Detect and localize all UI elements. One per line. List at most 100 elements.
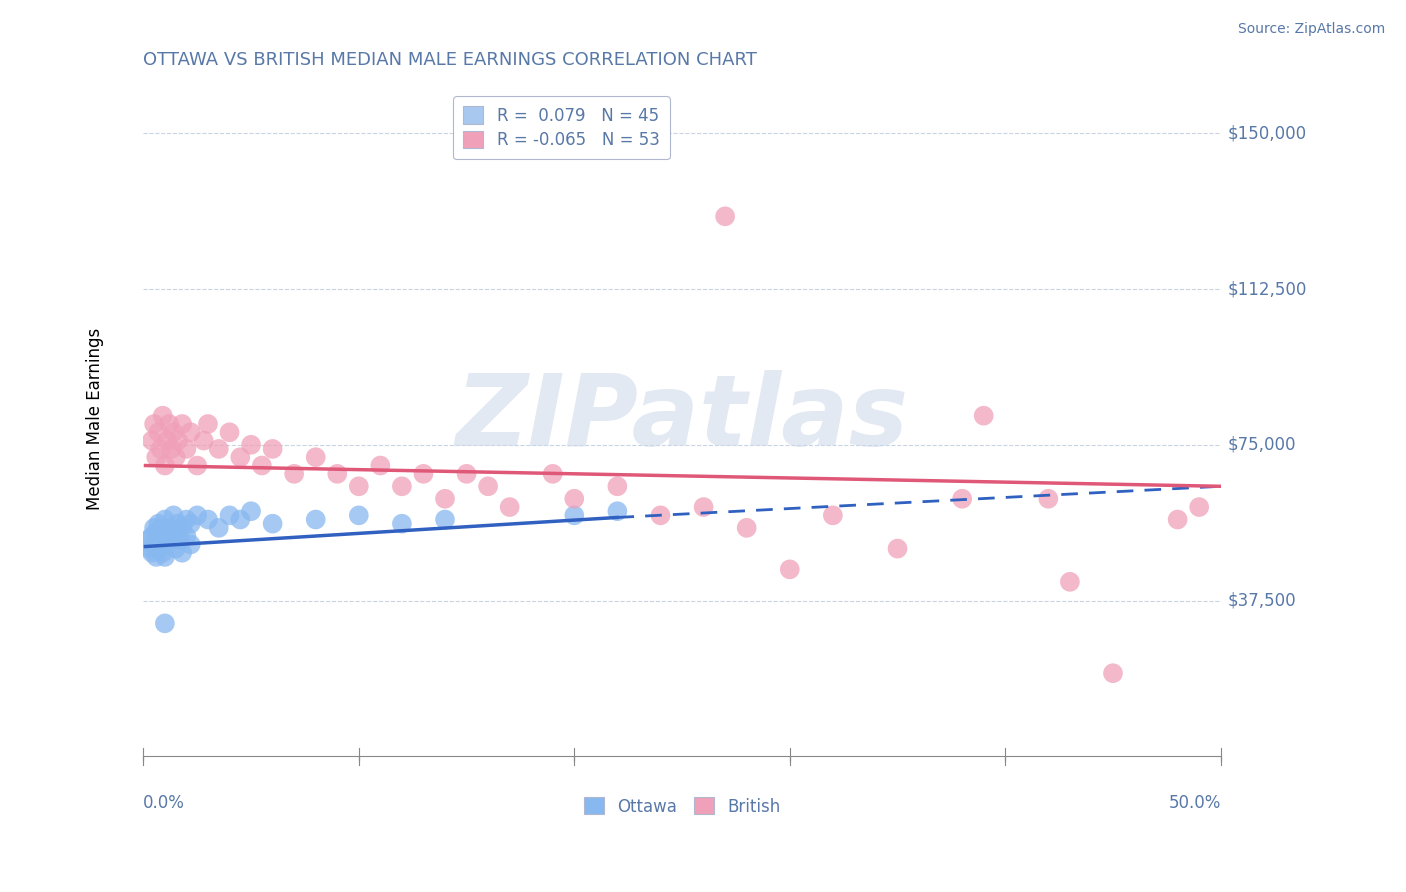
Point [606, 504, 628, 518]
Point [326, 467, 349, 481]
Point [153, 549, 176, 564]
Point [143, 417, 166, 431]
Point [208, 442, 231, 456]
Point [692, 500, 714, 514]
Legend: Ottawa, British: Ottawa, British [576, 790, 787, 822]
Point [412, 467, 434, 481]
Point [156, 434, 179, 448]
Point [240, 504, 263, 518]
Point [562, 491, 585, 506]
Point [347, 508, 370, 523]
Point [180, 425, 202, 440]
Point [1102, 666, 1125, 681]
Point [305, 450, 328, 465]
Text: OTTAWA VS BRITISH MEDIAN MALE EARNINGS CORRELATION CHART: OTTAWA VS BRITISH MEDIAN MALE EARNINGS C… [143, 51, 758, 69]
Point [176, 529, 198, 543]
Point [165, 450, 187, 465]
Point [347, 479, 370, 493]
Point [434, 491, 457, 506]
Point [136, 533, 159, 548]
Point [391, 479, 413, 493]
Point [176, 512, 198, 526]
Point [153, 512, 176, 526]
Point [172, 546, 194, 560]
Text: Median Male Earnings: Median Male Earnings [86, 327, 104, 510]
Point [141, 434, 163, 448]
Point [218, 508, 240, 523]
Point [162, 508, 184, 523]
Point [180, 516, 202, 531]
Point [153, 458, 176, 473]
Point [141, 546, 163, 560]
Point [229, 512, 252, 526]
Point [145, 524, 167, 539]
Point [250, 458, 273, 473]
Point [152, 409, 174, 423]
Point [283, 467, 305, 481]
Point [1188, 500, 1211, 514]
Point [434, 512, 457, 526]
Point [157, 521, 180, 535]
Text: ZIPatlas: ZIPatlas [456, 370, 908, 467]
Point [1167, 512, 1189, 526]
Point [143, 521, 166, 535]
Point [152, 546, 174, 560]
Point [149, 533, 172, 548]
Point [456, 467, 478, 481]
Point [148, 425, 170, 440]
Point [160, 442, 183, 456]
Text: $112,500: $112,500 [1227, 280, 1306, 298]
Point [153, 537, 176, 551]
Point [145, 549, 167, 564]
Point [149, 442, 172, 456]
Point [498, 500, 520, 514]
Text: Source: ZipAtlas.com: Source: ZipAtlas.com [1237, 22, 1385, 37]
Point [606, 479, 628, 493]
Point [143, 537, 166, 551]
Point [541, 467, 564, 481]
Point [1038, 491, 1060, 506]
Point [714, 210, 737, 224]
Point [152, 524, 174, 539]
Point [166, 434, 188, 448]
Point [886, 541, 908, 556]
Text: 50.0%: 50.0% [1168, 794, 1220, 812]
Point [149, 521, 172, 535]
Point [148, 541, 170, 556]
Point [208, 521, 231, 535]
Point [139, 541, 162, 556]
Point [262, 442, 284, 456]
Point [973, 409, 995, 423]
Point [821, 508, 844, 523]
Point [160, 533, 183, 548]
Point [193, 434, 215, 448]
Point [477, 479, 499, 493]
Point [186, 508, 208, 523]
Point [166, 516, 188, 531]
Point [197, 417, 219, 431]
Point [165, 524, 187, 539]
Point [156, 529, 179, 543]
Point [186, 458, 208, 473]
Point [1059, 574, 1081, 589]
Point [153, 616, 176, 631]
Point [650, 508, 672, 523]
Point [176, 442, 198, 456]
Point [391, 516, 413, 531]
Text: 0.0%: 0.0% [143, 794, 186, 812]
Point [229, 450, 252, 465]
Point [240, 438, 263, 452]
Point [262, 516, 284, 531]
Point [180, 537, 202, 551]
Point [141, 529, 163, 543]
Point [735, 521, 758, 535]
Point [148, 516, 170, 531]
Point [950, 491, 973, 506]
Text: $75,000: $75,000 [1227, 436, 1296, 454]
Point [157, 417, 180, 431]
Point [162, 425, 184, 440]
Point [562, 508, 585, 523]
Point [172, 521, 194, 535]
Point [197, 512, 219, 526]
Point [218, 425, 240, 440]
